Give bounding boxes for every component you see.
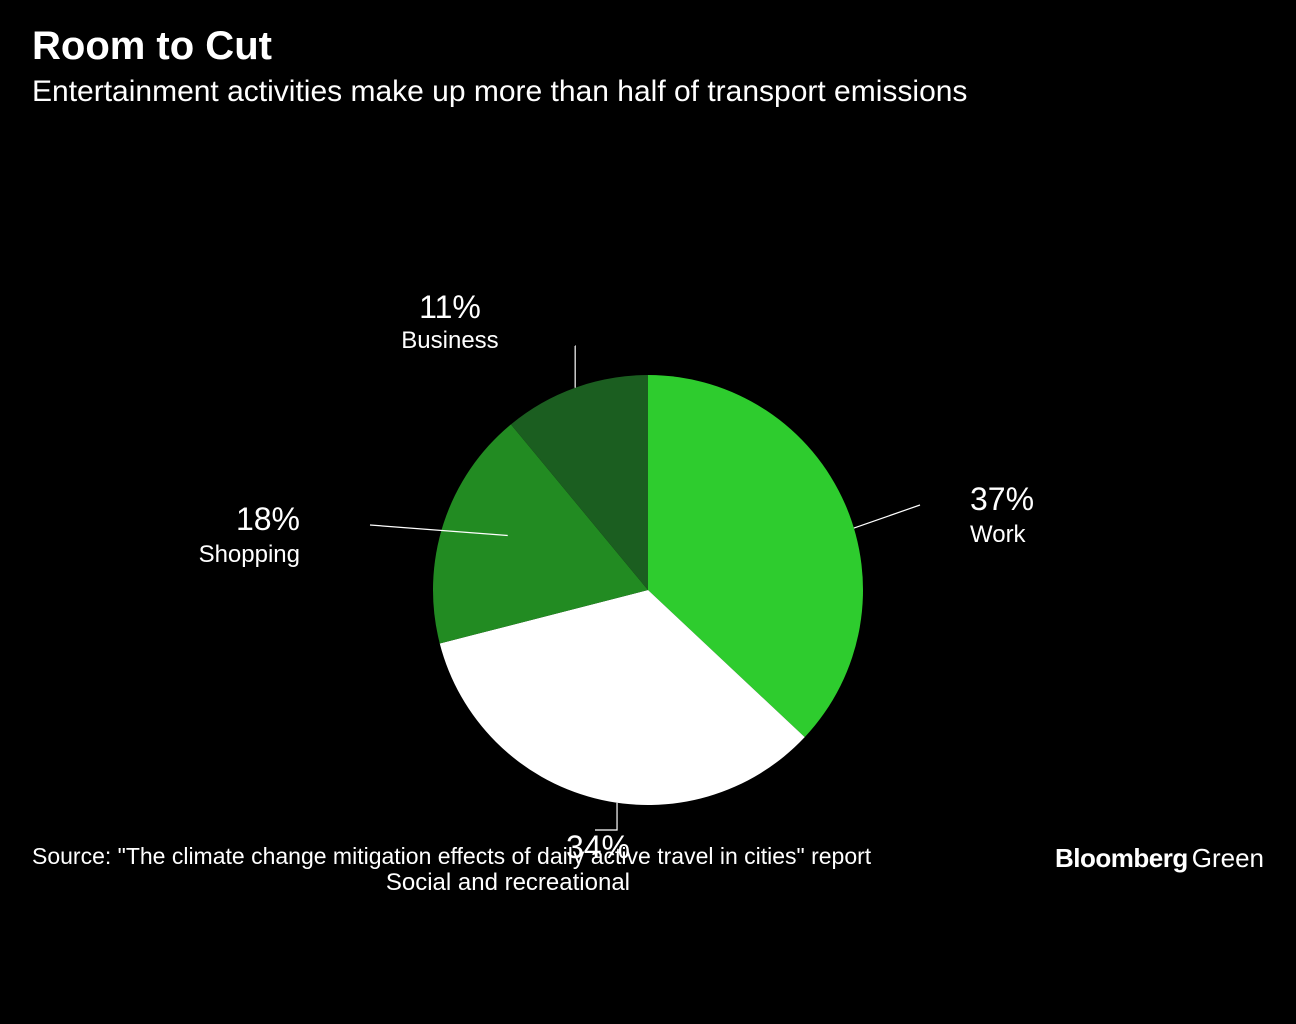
slice-name-label: Business bbox=[401, 327, 498, 354]
chart-source: Source: "The climate change mitigation e… bbox=[32, 843, 871, 870]
slice-name-label: Work bbox=[970, 521, 1027, 548]
pie-chart: 37%Work34%Social and recreational18%Shop… bbox=[0, 130, 1296, 804]
brand-logo: BloombergGreen bbox=[1055, 843, 1264, 874]
leader-line bbox=[854, 505, 920, 528]
slice-name-label: Social and recreational bbox=[386, 869, 630, 896]
brand-part1: Bloomberg bbox=[1055, 843, 1188, 873]
slice-name-label: Shopping bbox=[199, 541, 300, 568]
chart-subtitle: Entertainment activities make up more th… bbox=[32, 74, 1264, 110]
slice-value-label: 37% bbox=[970, 481, 1034, 517]
brand-part2: Green bbox=[1192, 843, 1264, 873]
slice-value-label: 11% bbox=[419, 289, 481, 325]
chart-title: Room to Cut bbox=[32, 24, 1264, 68]
slice-value-label: 18% bbox=[236, 501, 300, 537]
leader-line bbox=[595, 803, 617, 830]
